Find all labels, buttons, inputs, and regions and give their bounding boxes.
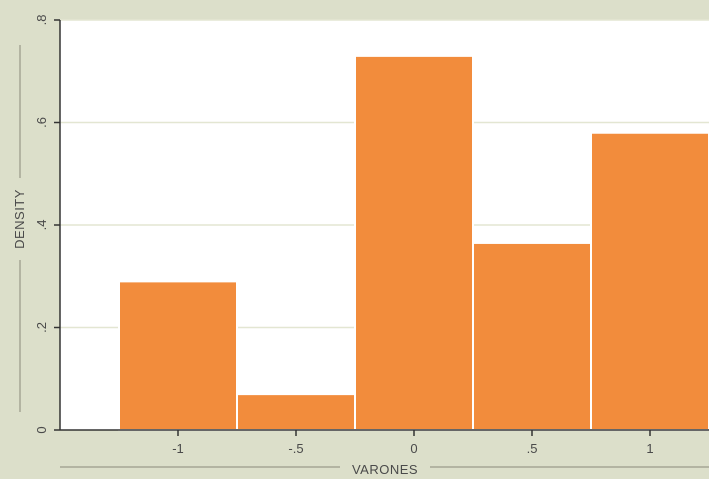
y-tick-label-4: .8 <box>34 15 49 26</box>
y-axis-title: DENSITY <box>12 189 27 249</box>
y-tick-label-3: .6 <box>34 117 49 128</box>
x-tick-label-3: .5 <box>527 441 538 456</box>
x-tick-label-1: -.5 <box>288 441 303 456</box>
bar-3 <box>472 241 592 431</box>
bar-1 <box>236 393 356 431</box>
bar-2 <box>354 54 474 431</box>
x-tick-label-2: 0 <box>410 441 417 456</box>
y-tick-label-1: .2 <box>34 322 49 333</box>
x-ticks: -1 -.5 0 .5 1 <box>172 430 654 456</box>
y-tick-label-2: .4 <box>34 220 49 231</box>
x-tick-label-4: 1 <box>646 441 653 456</box>
bar-4 <box>590 131 709 431</box>
y-axis-title-group: DENSITY <box>12 45 27 412</box>
x-axis-title-group: VARONES <box>60 462 709 477</box>
y-tick-label-0: 0 <box>34 426 49 433</box>
x-axis-title: VARONES <box>352 462 418 477</box>
x-tick-label-0: -1 <box>172 441 184 456</box>
y-ticks: 0 .2 .4 .6 .8 <box>34 15 60 434</box>
bar-0 <box>118 280 238 431</box>
